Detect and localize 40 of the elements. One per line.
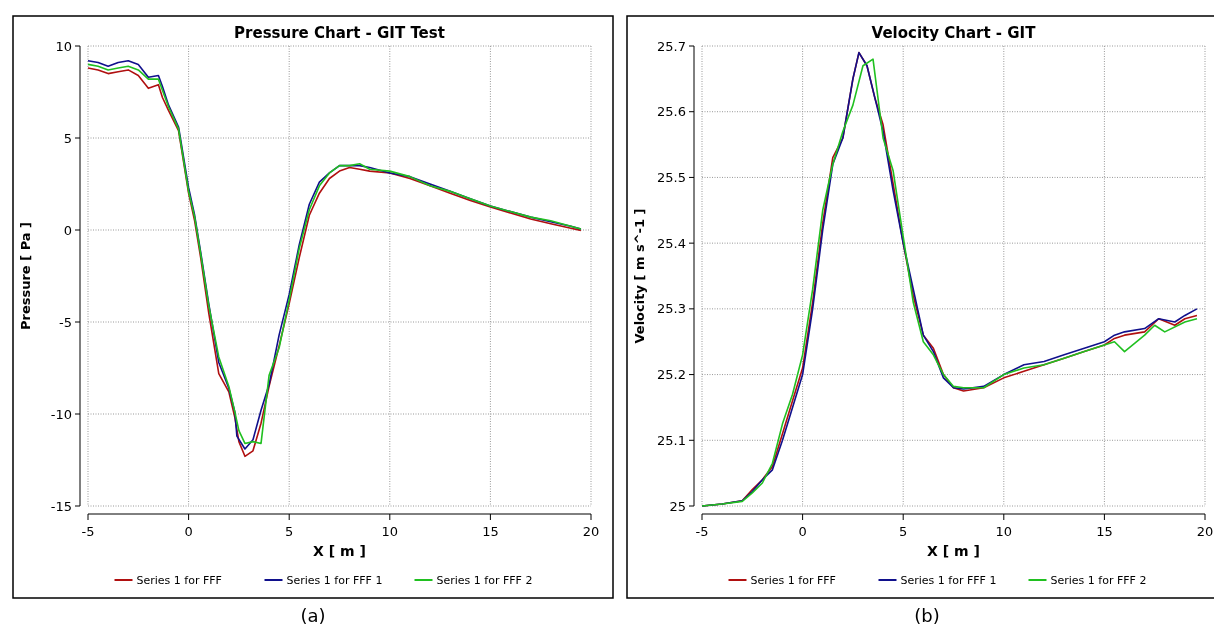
chart-title: Velocity Chart - GIT [871, 24, 1037, 42]
x-axis-title: X [ m ] [313, 543, 366, 559]
x-tick-label: 0 [798, 524, 807, 539]
y-tick-label: 25.5 [657, 169, 686, 185]
legend-label: Series 1 for FFF 2 [1050, 573, 1147, 587]
x-tick-label: -5 [81, 524, 95, 539]
y-tick-label: 5 [63, 130, 72, 146]
x-tick-label: 15 [482, 524, 499, 539]
x-tick-label: 10 [381, 524, 399, 539]
y-tick-label: -10 [50, 406, 72, 422]
y-tick-label: 0 [63, 222, 72, 238]
y-tick-label: 25.4 [657, 235, 686, 251]
y-tick-label: 25.1 [657, 432, 686, 448]
y-tick-label: -15 [50, 498, 72, 514]
legend-label: Series 1 for FFF 1 [900, 573, 997, 587]
legend-label: Series 1 for FFF [750, 573, 836, 587]
legend-label: Series 1 for FFF 1 [286, 573, 383, 587]
legend-label: Series 1 for FFF 2 [436, 573, 533, 587]
y-tick-label: 25.3 [657, 301, 686, 317]
y-axis-title: Pressure [ Pa ] [18, 221, 33, 331]
x-tick-label: 0 [184, 524, 193, 539]
x-tick-label: 5 [899, 524, 908, 539]
x-tick-label: 5 [285, 524, 294, 539]
text: (a) [300, 605, 326, 626]
y-axis-title: Velocity [ m s^-1 ] [632, 208, 647, 344]
y-tick-label: 25.6 [657, 104, 686, 120]
x-tick-label: 20 [582, 524, 600, 539]
y-tick-label: 25.7 [657, 38, 686, 54]
x-tick-label: -5 [695, 524, 709, 539]
y-tick-label: -5 [59, 314, 72, 330]
y-tick-label: 25 [669, 498, 686, 514]
x-tick-label: 10 [995, 524, 1013, 539]
y-tick-label: 25.2 [657, 367, 686, 383]
y-tick-label: 10 [55, 38, 72, 54]
legend-label: Series 1 for FFF [136, 573, 222, 587]
chart-title: Pressure Chart - GIT Test [234, 24, 445, 42]
x-tick-label: 20 [1196, 524, 1214, 539]
text: (b) [914, 605, 940, 626]
x-tick-label: 15 [1096, 524, 1113, 539]
x-axis-title: X [ m ] [927, 543, 980, 559]
